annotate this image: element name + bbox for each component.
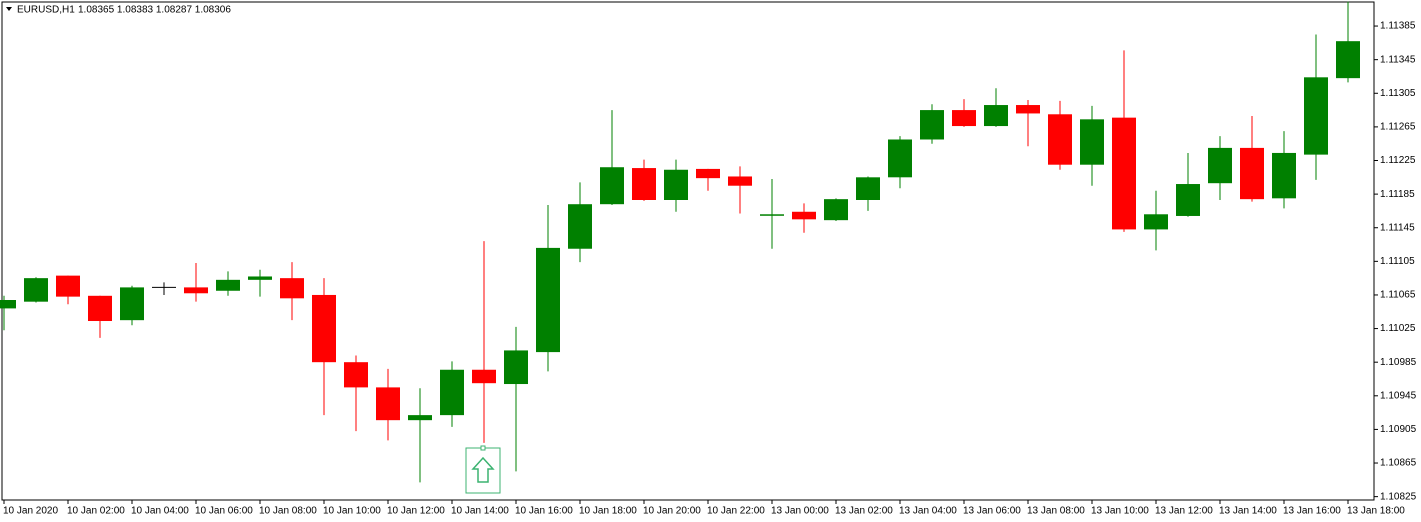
candle-body <box>664 169 688 200</box>
x-tick-label: 10 Jan 06:00 <box>195 506 253 517</box>
buy-arrow-icon[interactable] <box>465 445 501 494</box>
x-tick-label: 13 Jan 10:00 <box>1091 506 1149 517</box>
candle-body <box>280 278 304 299</box>
x-tick-label: 10 Jan 18:00 <box>579 506 637 517</box>
x-tick-label: 10 Jan 14:00 <box>451 506 509 517</box>
x-tick-label: 10 Jan 22:00 <box>707 506 765 517</box>
chart-subtitle: 1.08365 1.08383 1.08287 1.08306 <box>78 5 231 16</box>
candle-body <box>1048 114 1072 165</box>
candle-body <box>760 214 784 216</box>
candle-body <box>248 276 272 280</box>
y-tick-label: 1.11305 <box>1380 88 1416 99</box>
candle-body <box>120 287 144 321</box>
candle-body <box>568 204 592 249</box>
y-tick-label: 1.11105 <box>1380 256 1415 267</box>
candle-body <box>600 167 624 205</box>
x-tick-label: 13 Jan 06:00 <box>963 506 1021 517</box>
x-tick-label: 10 Jan 02:00 <box>67 506 125 517</box>
x-tick-label: 13 Jan 04:00 <box>899 506 957 517</box>
x-tick-label: 13 Jan 18:00 <box>1347 506 1405 517</box>
y-tick-label: 1.10865 <box>1380 458 1417 469</box>
y-tick-label: 1.11185 <box>1380 189 1415 200</box>
x-tick-label: 13 Jan 02:00 <box>835 506 893 517</box>
candle-body <box>984 105 1008 127</box>
candle-body <box>632 168 656 200</box>
y-tick-label: 1.10825 <box>1380 491 1417 502</box>
candle-body <box>312 294 336 363</box>
candle-body <box>696 168 720 179</box>
candle-body <box>408 415 432 421</box>
y-tick-label: 1.11065 <box>1380 290 1416 301</box>
candle-body <box>1240 147 1264 200</box>
x-tick-label: 10 Jan 10:00 <box>323 506 381 517</box>
x-tick-label: 13 Jan 08:00 <box>1027 506 1085 517</box>
candle-body <box>952 110 976 127</box>
x-tick-label: 10 Jan 12:00 <box>387 506 445 517</box>
candle-body <box>728 176 752 186</box>
y-tick-label: 1.11145 <box>1380 222 1415 233</box>
candle-body <box>440 369 464 416</box>
candle-body <box>1176 184 1200 216</box>
y-tick-label: 1.10985 <box>1380 357 1417 368</box>
x-tick-label: 10 Jan 08:00 <box>259 506 317 517</box>
candle-body <box>504 350 528 385</box>
candle-body <box>1272 152 1296 199</box>
x-tick-label: 10 Jan 20:00 <box>643 506 701 517</box>
candle-body <box>1112 117 1136 230</box>
candle-body <box>856 177 880 200</box>
candle-body <box>920 110 944 140</box>
y-tick-label: 1.10905 <box>1380 424 1417 435</box>
candle-body <box>56 275 80 297</box>
candle-body <box>888 139 912 178</box>
x-tick-label: 13 Jan 12:00 <box>1155 506 1213 517</box>
candle-body <box>1208 147 1232 184</box>
candle-body <box>824 199 848 221</box>
symbol-menu-arrow[interactable] <box>6 7 12 11</box>
candle-body <box>216 279 240 291</box>
candle-body <box>472 369 496 384</box>
y-tick-label: 1.11225 <box>1380 155 1416 166</box>
candle-body <box>0 300 16 309</box>
y-tick-label: 1.11265 <box>1380 122 1416 133</box>
candle-body <box>536 247 560 353</box>
candle-body <box>376 387 400 421</box>
candle-body <box>24 278 48 302</box>
x-tick-label: 10 Jan 04:00 <box>131 506 189 517</box>
candle-body <box>344 362 368 388</box>
x-tick-label: 13 Jan 14:00 <box>1219 506 1277 517</box>
x-tick-label: 13 Jan 00:00 <box>771 506 829 517</box>
candle-body <box>1304 77 1328 155</box>
candle-body <box>1080 119 1104 165</box>
candle-body <box>1336 41 1360 79</box>
x-tick-label: 13 Jan 16:00 <box>1283 506 1341 517</box>
x-tick-label: 10 Jan 16:00 <box>515 506 573 517</box>
candle-body <box>1144 214 1168 230</box>
plot-frame <box>1 1 1375 501</box>
candle-body <box>184 287 208 294</box>
x-tick-label: 10 Jan 2020 <box>3 506 58 517</box>
candle-body <box>88 295 112 322</box>
y-tick-label: 1.10945 <box>1380 390 1417 401</box>
y-tick-label: 1.11345 <box>1380 54 1416 65</box>
candle-body <box>792 211 816 220</box>
candle-body <box>1016 105 1040 114</box>
y-tick-label: 1.11025 <box>1380 323 1416 334</box>
y-tick-label: 1.11385 <box>1380 21 1416 32</box>
chart-title: EURUSD,H1 <box>17 5 75 16</box>
